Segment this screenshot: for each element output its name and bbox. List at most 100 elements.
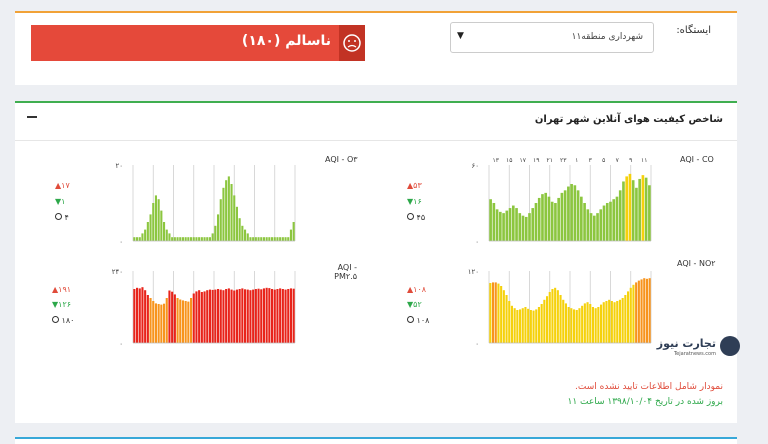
chart-bar <box>257 237 260 241</box>
chart-bar <box>203 237 206 241</box>
y-tick-label: ۲۴۰ <box>112 268 123 276</box>
chart-bar <box>494 282 497 343</box>
chart-bar <box>635 282 638 343</box>
chart-bar <box>184 301 187 343</box>
chart-bar <box>543 299 546 343</box>
chart-bar <box>632 284 635 343</box>
stat-max-pm25: ▲۱۹۱ <box>52 285 72 294</box>
chart-no2: ۱۲۰ ۰ <box>468 268 652 348</box>
station-select[interactable]: شهرداری منطقه۱۱ ▼ <box>450 22 654 53</box>
chart-bar <box>136 287 139 343</box>
chart-bar <box>181 237 184 241</box>
chart-bar <box>190 298 193 343</box>
chart-bar <box>629 287 632 343</box>
stat-max-no2: ▲۱۰۸ <box>407 285 427 294</box>
chart-bar <box>276 237 279 241</box>
station-panel: ایستگاه: شهرداری منطقه۱۱ ▼ ناسالم (۱۸۰) <box>15 11 737 85</box>
chart-bar <box>254 237 257 241</box>
chart-bar <box>146 295 149 343</box>
chart-bar <box>612 199 616 241</box>
chart-bar <box>292 222 295 241</box>
chart-bar <box>541 194 544 241</box>
chart-bar <box>586 209 590 241</box>
chart-bar <box>171 237 174 241</box>
chart-bar <box>187 301 190 343</box>
chart-bar <box>246 289 249 343</box>
aqi-status-text: ناسالم (۱۸۰) <box>241 33 331 49</box>
chart-bar <box>173 294 176 343</box>
divider <box>15 140 737 141</box>
chart-bar <box>273 237 276 241</box>
chart-bar <box>497 283 500 343</box>
chart-bar <box>631 180 635 241</box>
chart-bar <box>548 292 551 343</box>
chart-bar <box>249 290 252 343</box>
chart-bar <box>513 308 516 343</box>
chart-bar <box>222 187 225 241</box>
chart-bar <box>534 203 538 241</box>
chart-bar <box>602 302 605 343</box>
y-tick-label: ۰ <box>475 340 479 348</box>
chart-bar <box>575 310 578 343</box>
chart-bar <box>176 237 179 241</box>
chart-bar <box>521 308 524 343</box>
chart-bar <box>589 304 592 343</box>
hour-label: ۲۳ <box>560 157 567 164</box>
chart-bar <box>233 195 236 241</box>
chart-bar <box>591 307 594 343</box>
stat-min-pm25: ▼۱۲۶ <box>52 300 72 309</box>
chart-bar <box>141 287 144 343</box>
chart-bar <box>550 201 554 241</box>
chart-bar <box>138 288 141 343</box>
chart-bar <box>168 233 171 241</box>
chart-o3: ۲۰ ۰ <box>115 162 296 246</box>
chart-bar <box>241 225 244 241</box>
chart-bar <box>570 184 573 241</box>
chart-bar <box>589 213 593 241</box>
chart-bar <box>284 289 287 343</box>
hour-label: ۵ <box>602 157 605 164</box>
next-panel <box>15 437 737 444</box>
chart-bar <box>133 237 136 241</box>
chart-bar <box>592 215 596 241</box>
chart-bar <box>244 289 247 343</box>
chart-bar <box>230 289 233 343</box>
chart-bar <box>265 287 268 343</box>
chart-bar <box>176 298 179 343</box>
chart-bar <box>502 213 505 241</box>
chart-bar <box>537 307 540 343</box>
chart-bar <box>279 237 282 241</box>
chart-bar <box>586 302 589 343</box>
collapse-button[interactable] <box>27 116 37 118</box>
chart-bar <box>616 301 619 343</box>
chart-bar <box>515 208 518 241</box>
chart-bar <box>625 176 629 241</box>
stat-max-o3: ▲۱۷ <box>55 181 70 190</box>
chart-bar <box>529 310 532 343</box>
y-tick-label: ۰ <box>475 238 479 246</box>
chart-bar <box>171 291 174 343</box>
chart-bar <box>602 205 606 241</box>
chart-bar <box>279 288 282 343</box>
chart-bar <box>628 173 632 241</box>
chart-bar <box>600 304 603 343</box>
chart-bar <box>222 290 225 343</box>
chevron-down-icon: ▼ <box>457 31 464 41</box>
chart-bar <box>516 310 519 343</box>
chart-bar <box>214 225 217 241</box>
chart-bar <box>198 237 201 241</box>
clock-icon <box>407 316 414 323</box>
chart-bar <box>599 209 603 241</box>
chart-bar <box>624 295 627 343</box>
chart-bar <box>597 307 600 343</box>
chart-bar <box>206 290 209 343</box>
stat-min-co: ▼۱۶ <box>407 197 422 206</box>
logo-subtext: Tejaratnews.com <box>673 351 716 357</box>
chart-bar <box>583 203 586 241</box>
chart-bar <box>165 298 168 343</box>
chart-bar <box>576 190 580 241</box>
hour-label: ۱۹ <box>533 157 539 164</box>
chart-bar <box>144 290 147 343</box>
chart-bar <box>246 233 249 241</box>
